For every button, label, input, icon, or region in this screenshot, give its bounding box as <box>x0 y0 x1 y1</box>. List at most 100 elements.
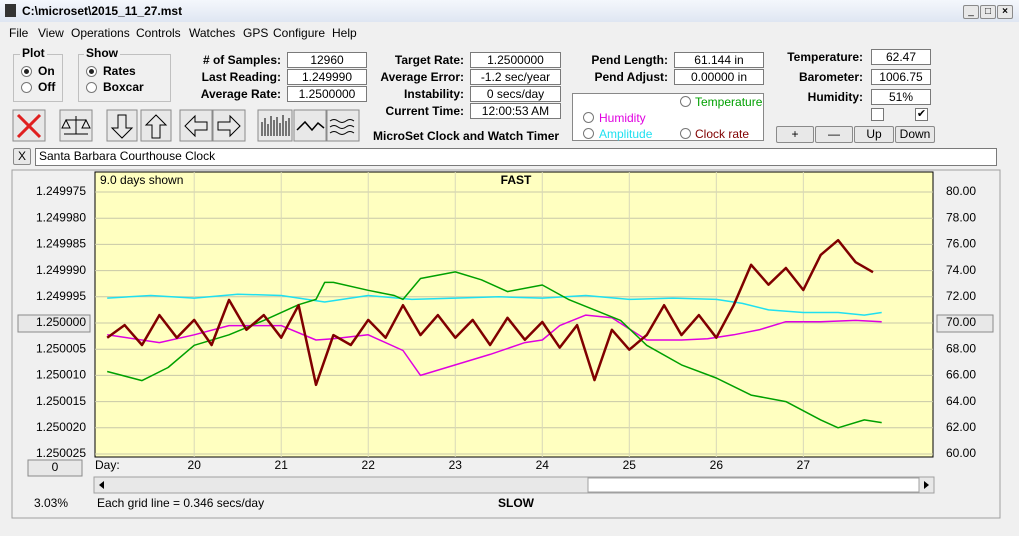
radio[interactable] <box>680 96 691 107</box>
y2-tick-label: 72.00 <box>946 289 976 303</box>
menu-item[interactable]: Watches <box>189 26 236 40</box>
field-label: Pend Length: <box>591 53 668 67</box>
y-tick-label: 1.250020 <box>36 420 86 434</box>
radio-label[interactable]: Boxcar <box>103 80 144 94</box>
y2-tick-label: 62.00 <box>946 420 976 434</box>
scroll-thumb[interactable] <box>587 477 920 493</box>
field-label: Last Reading: <box>201 70 281 84</box>
field-value: 12:00:53 AM <box>470 103 561 119</box>
y2-tick-label: 70.00 <box>946 315 976 329</box>
close-clock[interactable]: X <box>13 148 31 165</box>
x-tick-label: 26 <box>710 458 724 472</box>
button[interactable]: — <box>815 126 853 143</box>
checkbox[interactable]: ✔ <box>915 108 928 121</box>
series-option[interactable]: Clock rate <box>695 127 750 141</box>
menu-item[interactable]: Help <box>332 26 357 40</box>
menu-item[interactable]: Operations <box>71 26 130 40</box>
radio[interactable] <box>583 128 594 139</box>
radio-label[interactable]: Off <box>38 80 56 94</box>
checkbox[interactable] <box>871 108 884 121</box>
y2-tick-label: 66.00 <box>946 368 976 382</box>
y2-tick-label: 74.00 <box>946 263 976 277</box>
y2-tick-label: 60.00 <box>946 446 976 460</box>
y-tick-label: 1.250015 <box>36 394 86 408</box>
bars-icon <box>261 115 290 136</box>
field-value: 0.00000 in <box>674 69 764 85</box>
series-option[interactable]: Amplitude <box>599 127 653 141</box>
stop-icon <box>16 113 42 139</box>
plot-area <box>94 171 934 458</box>
tool-button[interactable] <box>257 109 293 142</box>
field-value: 1.2500000 <box>470 52 561 68</box>
toolbar <box>12 109 360 142</box>
button[interactable]: + <box>776 126 814 143</box>
group-title: Plot <box>20 46 47 60</box>
wave-icon <box>296 120 325 132</box>
menu-item[interactable]: File <box>9 26 29 40</box>
series-line <box>106 238 874 387</box>
series-option[interactable]: Temperature <box>695 95 763 109</box>
menu-item[interactable]: Controls <box>136 26 181 40</box>
maximize[interactable]: □ <box>980 5 996 19</box>
app-label: MicroSet Clock and Watch Timer <box>373 129 560 143</box>
center-button[interactable] <box>936 314 994 333</box>
field-value: 1.249990 <box>287 69 367 85</box>
x-tick-label: 23 <box>449 458 463 472</box>
chart-title: FAST <box>501 173 532 187</box>
y-tick-label: 1.250000 <box>36 315 86 329</box>
field-value: 12960 <box>287 52 367 68</box>
field-value: 51% <box>871 89 931 105</box>
field-label: # of Samples: <box>202 53 281 67</box>
close[interactable]: × <box>997 5 1013 19</box>
radio[interactable] <box>583 112 594 123</box>
y-tick-label: 1.249985 <box>36 237 86 251</box>
y2-tick-label: 78.00 <box>946 210 976 224</box>
waves-icon <box>329 119 355 135</box>
x-tick-label: 24 <box>536 458 550 472</box>
x-tick-label: 22 <box>362 458 376 472</box>
series-option[interactable]: Humidity <box>599 111 646 125</box>
field-label: Average Error: <box>380 70 464 84</box>
plot-group <box>13 54 63 102</box>
minimize[interactable]: _ <box>963 5 979 19</box>
field-label: Pend Adjust: <box>594 70 668 84</box>
radio-label[interactable]: Rates <box>103 64 136 78</box>
field-value: 61.144 in <box>674 52 764 68</box>
center-button[interactable] <box>17 314 91 333</box>
radio[interactable] <box>86 82 97 93</box>
x-tick-label: 27 <box>797 458 811 472</box>
x-tick-label: 20 <box>188 458 202 472</box>
field-label: Target Rate: <box>394 53 464 67</box>
button[interactable]: Down <box>895 126 935 143</box>
field-label: Temperature: <box>787 50 863 64</box>
radio[interactable] <box>86 66 97 77</box>
x-tick-label: 25 <box>623 458 637 472</box>
show-group <box>78 54 171 102</box>
graph-select <box>572 93 764 141</box>
field-label: Current Time: <box>385 104 464 118</box>
title-bar <box>0 0 1019 22</box>
radio[interactable] <box>680 128 691 139</box>
field-value: 62.47 <box>871 49 931 65</box>
menu-item[interactable]: Configure <box>273 26 326 40</box>
y-tick-label: 1.249980 <box>36 210 86 224</box>
bottom-title: SLOW <box>498 496 535 510</box>
arrow-icons <box>110 114 168 139</box>
zero-label: 0 <box>52 460 59 474</box>
field-label: Average Rate: <box>200 87 281 101</box>
radio[interactable] <box>21 66 32 77</box>
button[interactable]: Up <box>854 126 894 143</box>
radio[interactable] <box>21 82 32 93</box>
menu-item[interactable]: GPS <box>243 26 269 40</box>
zero-button[interactable] <box>27 459 83 477</box>
field-value: 0 secs/day <box>470 86 561 102</box>
y2-tick-label: 64.00 <box>946 394 976 408</box>
clock-name[interactable]: Santa Barbara Courthouse Clock <box>35 148 997 166</box>
y-tick-label: 1.249975 <box>36 184 86 198</box>
field-value: 1006.75 <box>871 69 931 85</box>
menu-item[interactable]: View <box>38 26 64 40</box>
scale-icon <box>61 116 91 135</box>
series-line <box>107 271 882 429</box>
radio-label[interactable]: On <box>38 64 55 78</box>
